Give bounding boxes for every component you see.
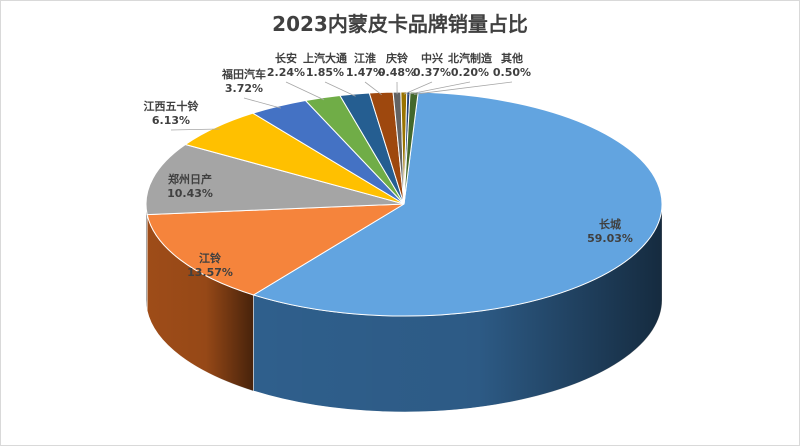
data-label-庆铃: 庆铃 0.48% (378, 51, 416, 79)
leader-line-中兴 (403, 81, 433, 95)
data-label-江淮: 江淮 1.47% (346, 51, 384, 79)
pie-tops (145, 91, 663, 317)
pie-slice-江铃 (146, 203, 405, 296)
pie-slice-郑州日产 (145, 143, 405, 216)
pie-side-shade (147, 214, 254, 391)
leader-line-江西五十铃 (170, 128, 220, 131)
data-label-江铃: 江铃 13.57% (187, 251, 233, 279)
data-label-福田汽车: 福田汽车 3.72% (221, 67, 266, 95)
data-label-上汽大通: 上汽大通 1.85% (303, 51, 347, 79)
leader-line-江淮 (364, 81, 382, 95)
pie-side-shade (253, 204, 662, 413)
data-label-长安: 长安 2.24% (267, 51, 305, 79)
leader-line-上汽大通 (324, 81, 356, 97)
data-labels: 长城 59.03% 江铃 13.57% 郑州日产 10.43% 江西五十铃 6.13% 福田汽车… (144, 51, 633, 279)
pie-sides (145, 203, 663, 413)
pie-slice-长城 (252, 91, 663, 317)
leader-line-长安 (285, 81, 325, 101)
data-label-长城: 长城 59.03% (587, 217, 633, 245)
data-label-郑州日产: 郑州日产 10.43% (167, 172, 213, 200)
data-label-中兴: 中兴 0.37% (413, 51, 451, 79)
chart-title: 2023内蒙皮卡品牌销量占比 (272, 12, 528, 36)
data-label-北汽制造: 北汽制造 0.20% (448, 51, 493, 79)
leader-lines (170, 81, 513, 131)
leader-line-福田汽车 (243, 97, 281, 109)
data-label-其他: 其他 0.50% (493, 51, 531, 79)
data-label-江西五十铃: 江西五十铃 6.13% (144, 99, 199, 127)
leader-line-其他 (413, 81, 513, 95)
leader-line-北汽制造 (408, 81, 471, 95)
